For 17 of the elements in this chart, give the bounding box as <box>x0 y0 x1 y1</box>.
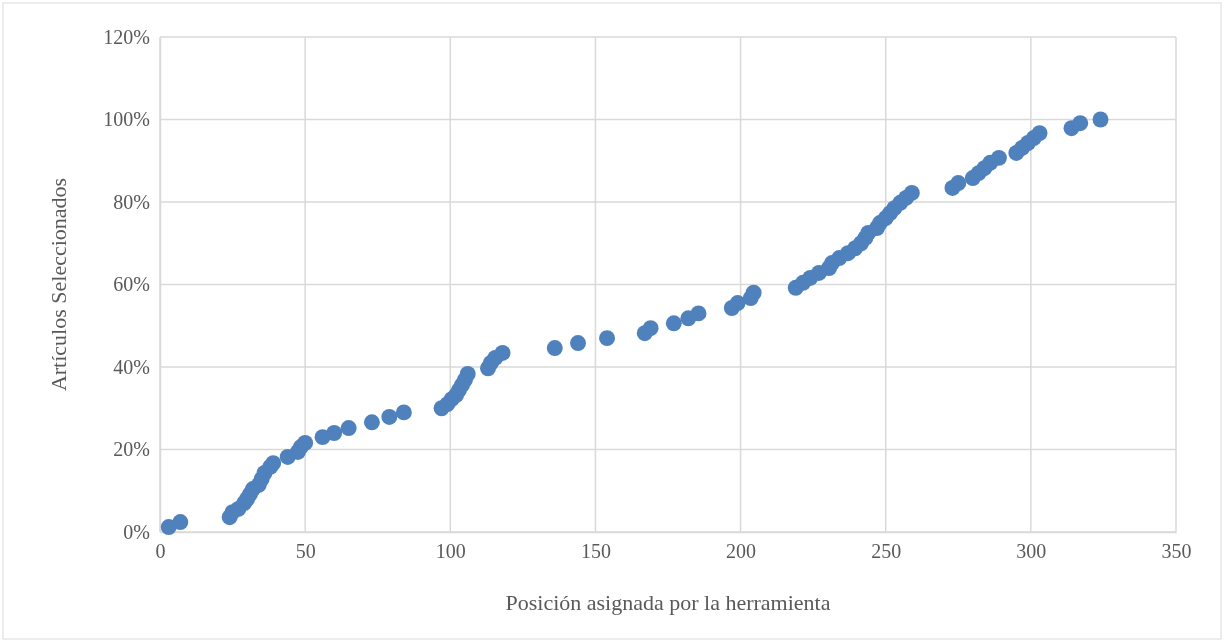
y-tick-label: 40% <box>113 355 150 378</box>
x-tick-label: 0 <box>155 540 166 563</box>
x-tick-label: 350 <box>1161 540 1192 563</box>
x-tick-label: 50 <box>295 540 316 563</box>
x-tick-label: 300 <box>1016 540 1047 563</box>
x-tick-label: 100 <box>435 540 466 563</box>
y-tick-label: 100% <box>103 108 150 131</box>
y-tick-label: 60% <box>113 273 150 296</box>
y-tick-label: 0% <box>123 520 150 543</box>
y-tick-label: 80% <box>113 190 150 213</box>
y-tick-label: 120% <box>103 25 150 48</box>
x-tick-label: 250 <box>871 540 902 563</box>
y-axis-title: Artículos Seleccionados <box>46 177 71 392</box>
x-tick-label: 150 <box>580 540 611 563</box>
y-tick-label: 20% <box>113 438 150 461</box>
x-tick-label: 200 <box>726 540 757 563</box>
x-axis-title: Posición asignada por la herramienta <box>505 590 831 615</box>
